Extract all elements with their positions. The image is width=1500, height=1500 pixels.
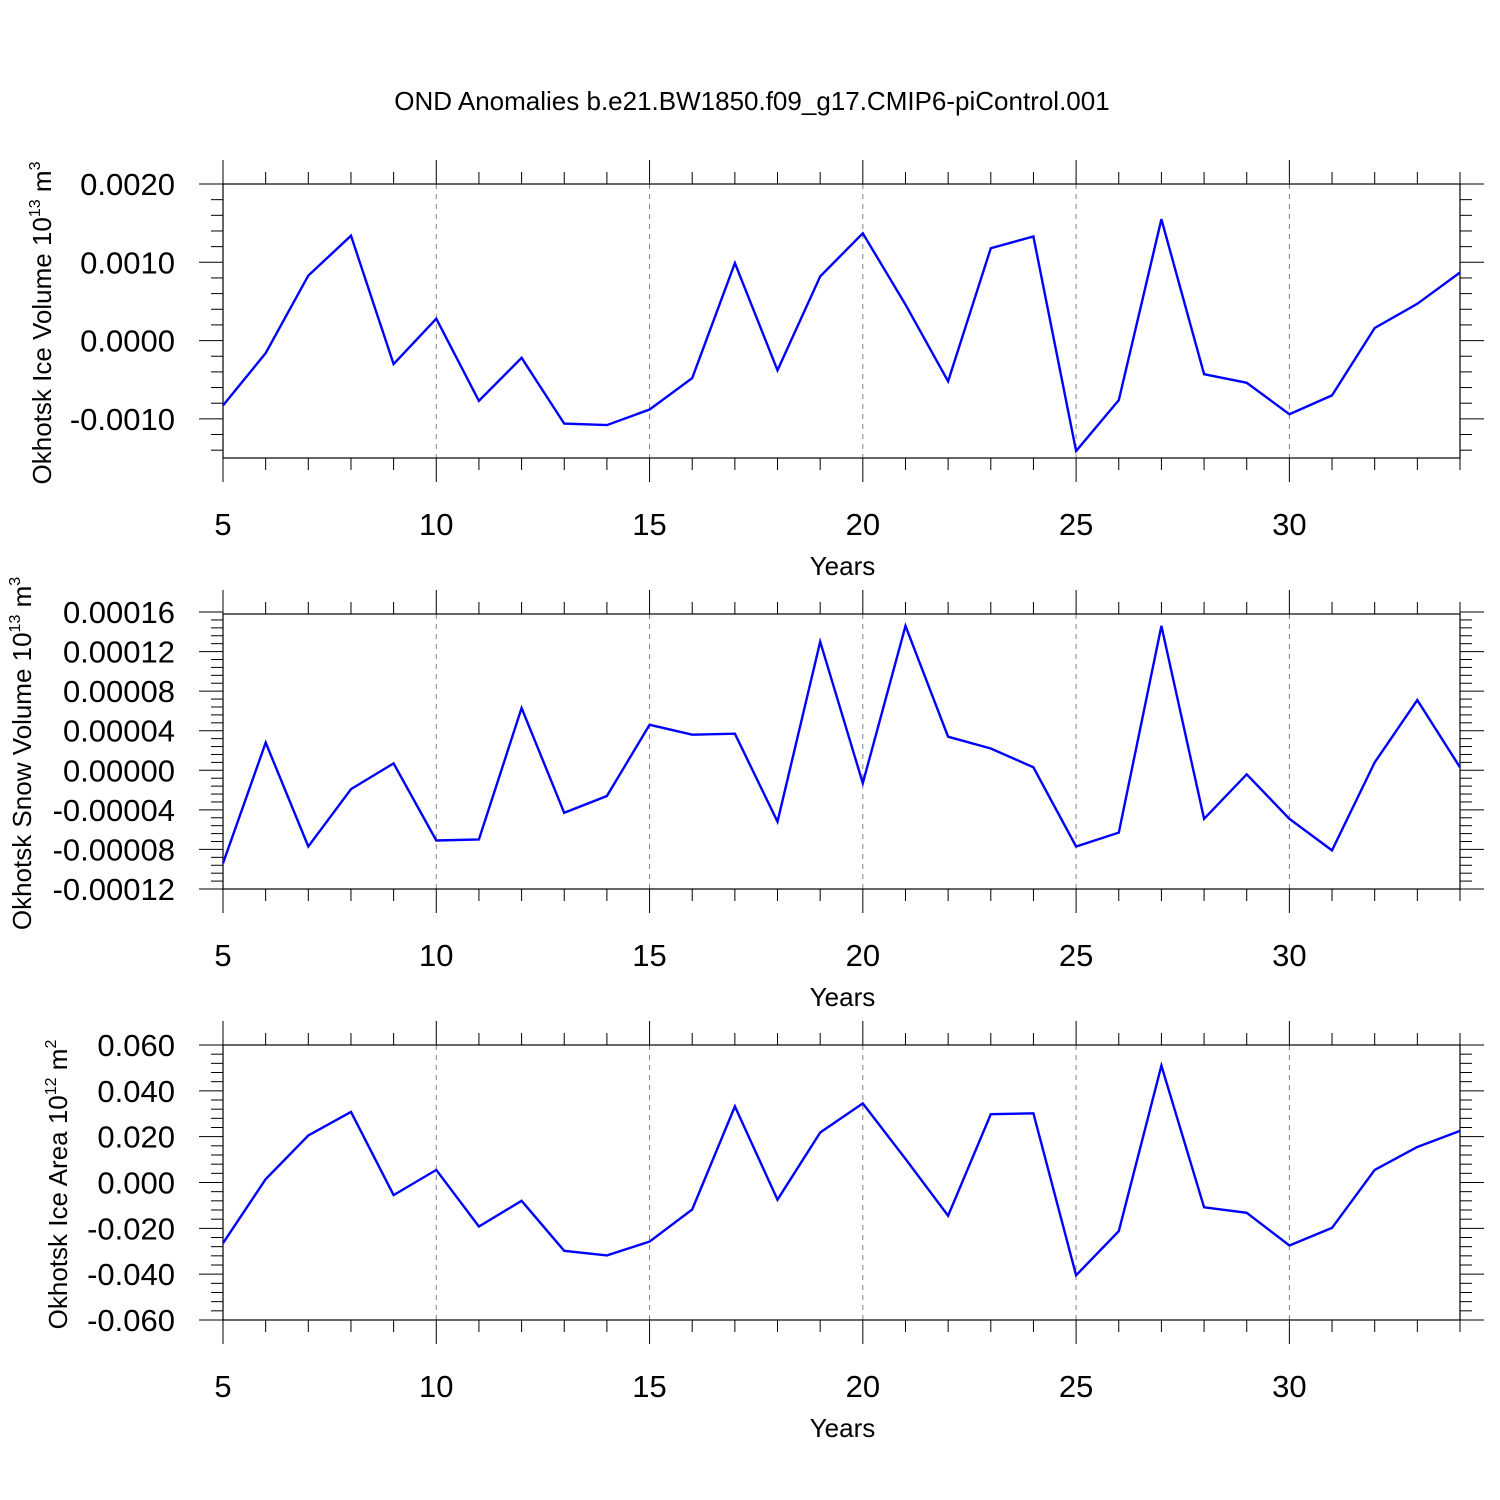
chart-title: OND Anomalies b.e21.BW1850.f09_g17.CMIP6… <box>394 86 1109 116</box>
y-axis-label-unit-exponent: 3 <box>27 161 44 170</box>
x-tick-label: 10 <box>419 1369 453 1404</box>
y-tick-label: -0.00004 <box>53 793 175 828</box>
y-tick-label: -0.00012 <box>53 872 175 907</box>
y-tick-label: 0.00012 <box>63 635 175 670</box>
x-tick-label: 15 <box>632 507 666 542</box>
y-tick-label: 0.0000 <box>80 324 175 359</box>
y-axis-label-unit-exponent: 3 <box>7 577 24 586</box>
y-axis-label-exponent: 13 <box>27 199 44 217</box>
y-axis-label: Okhotsk Ice Volume 1013 m3 <box>27 161 57 484</box>
x-axis-label: Years <box>810 1413 876 1443</box>
x-tick-label: 5 <box>214 1369 231 1404</box>
y-axis-label-main: Okhotsk Ice Volume 10 <box>27 217 57 484</box>
chart-panel-1: 5 10 15 20 25 30 -0.0010 0.0000 0.0010 0.0020 Year… <box>27 160 1484 581</box>
x-axis-label: Years <box>810 551 876 581</box>
y-tick-label: -0.020 <box>87 1211 175 1246</box>
y-tick-label: 0.00004 <box>63 714 175 749</box>
y-tick-label: -0.040 <box>87 1257 175 1292</box>
series-line <box>221 622 1462 864</box>
x-tick-label: 15 <box>632 1369 666 1404</box>
series-line <box>222 218 1461 454</box>
plot-frame <box>222 1044 1461 1321</box>
y-tick-label: 0.0010 <box>80 245 175 280</box>
x-tick-label: 25 <box>1059 1369 1093 1404</box>
x-tick-label: 25 <box>1059 507 1093 542</box>
y-axis-label-main: Okhotsk Snow Volume 10 <box>7 632 37 930</box>
x-tick-label: 30 <box>1272 938 1306 973</box>
x-tick-label: 30 <box>1272 507 1306 542</box>
x-axis-label: Years <box>810 982 876 1012</box>
plot-frame <box>222 613 1461 890</box>
y-tick-label: 0.060 <box>97 1028 175 1063</box>
y-tick-label: 0.000 <box>97 1166 175 1201</box>
plot-frame <box>222 183 1461 459</box>
y-tick-label: -0.060 <box>87 1303 175 1338</box>
x-tick-label: 10 <box>419 938 453 973</box>
y-axis-label-main: Okhotsk Ice Area 10 <box>43 1095 73 1329</box>
x-tick-label: 20 <box>846 938 880 973</box>
x-tick-label: 15 <box>632 938 666 973</box>
y-tick-label: 0.00000 <box>63 753 175 788</box>
x-tick-label: 25 <box>1059 938 1093 973</box>
y-tick-label: 0.020 <box>97 1120 175 1155</box>
x-tick-label: 30 <box>1272 1369 1306 1404</box>
y-axis-label-exponent: 13 <box>7 615 24 633</box>
y-tick-label: 0.040 <box>97 1074 175 1109</box>
y-axis-label-unit: m <box>27 170 57 199</box>
series-line <box>222 1061 1461 1278</box>
y-axis-label-unit: m <box>7 586 37 615</box>
y-axis-label-exponent: 12 <box>43 1077 60 1095</box>
y-axis-label: Okhotsk Snow Volume 1013 m3 <box>7 577 37 930</box>
y-tick-label: 0.0020 <box>80 167 175 202</box>
x-tick-label: 20 <box>846 507 880 542</box>
chart-panel-2: 5 10 15 20 25 30 -0.00012 -0.00008 -0.00004 0.000… <box>7 577 1484 1012</box>
y-tick-label: 0.00008 <box>63 674 175 709</box>
y-axis-label-unit: m <box>43 1049 73 1078</box>
y-tick-label: 0.00016 <box>63 595 175 630</box>
x-tick-label: 5 <box>214 938 231 973</box>
chart-panel-3: 5 10 15 20 25 30 -0.060 -0.040 -0.020 0.000 0.020 0… <box>43 1021 1484 1443</box>
y-axis-label-unit-exponent: 2 <box>43 1040 60 1049</box>
x-tick-label: 20 <box>846 1369 880 1404</box>
x-tick-label: 5 <box>214 507 231 542</box>
y-tick-label: -0.0010 <box>70 402 175 437</box>
x-tick-label: 10 <box>419 507 453 542</box>
y-axis-label: Okhotsk Ice Area 1012 m2 <box>43 1040 73 1330</box>
y-tick-label: -0.00008 <box>53 832 175 867</box>
